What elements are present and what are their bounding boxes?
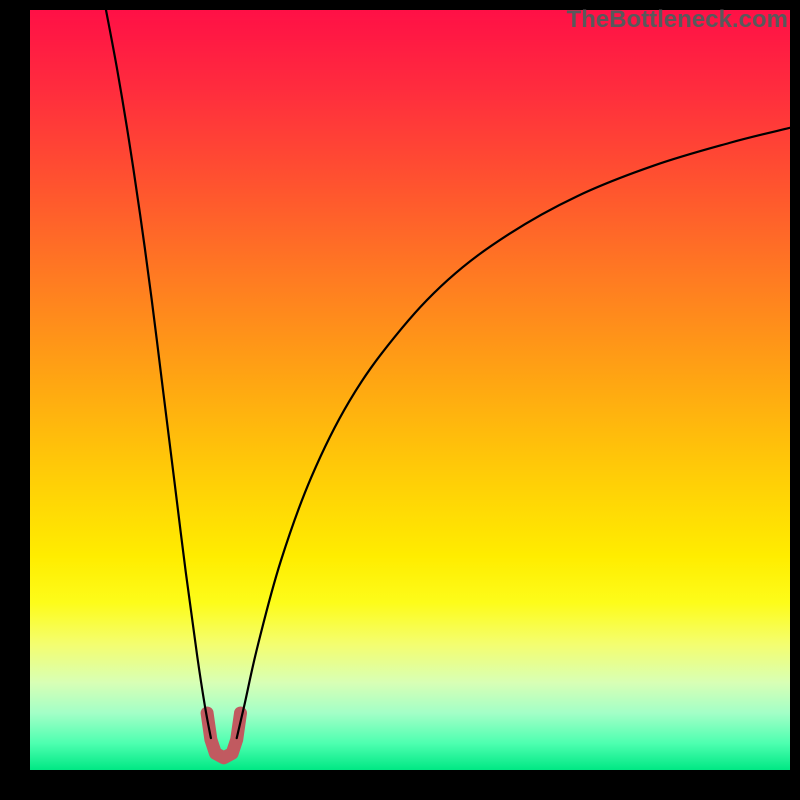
chart-plot-area (30, 10, 790, 770)
watermark-text: TheBottleneck.com (567, 6, 788, 34)
chart-svg (30, 10, 790, 770)
gradient-background (30, 10, 790, 770)
